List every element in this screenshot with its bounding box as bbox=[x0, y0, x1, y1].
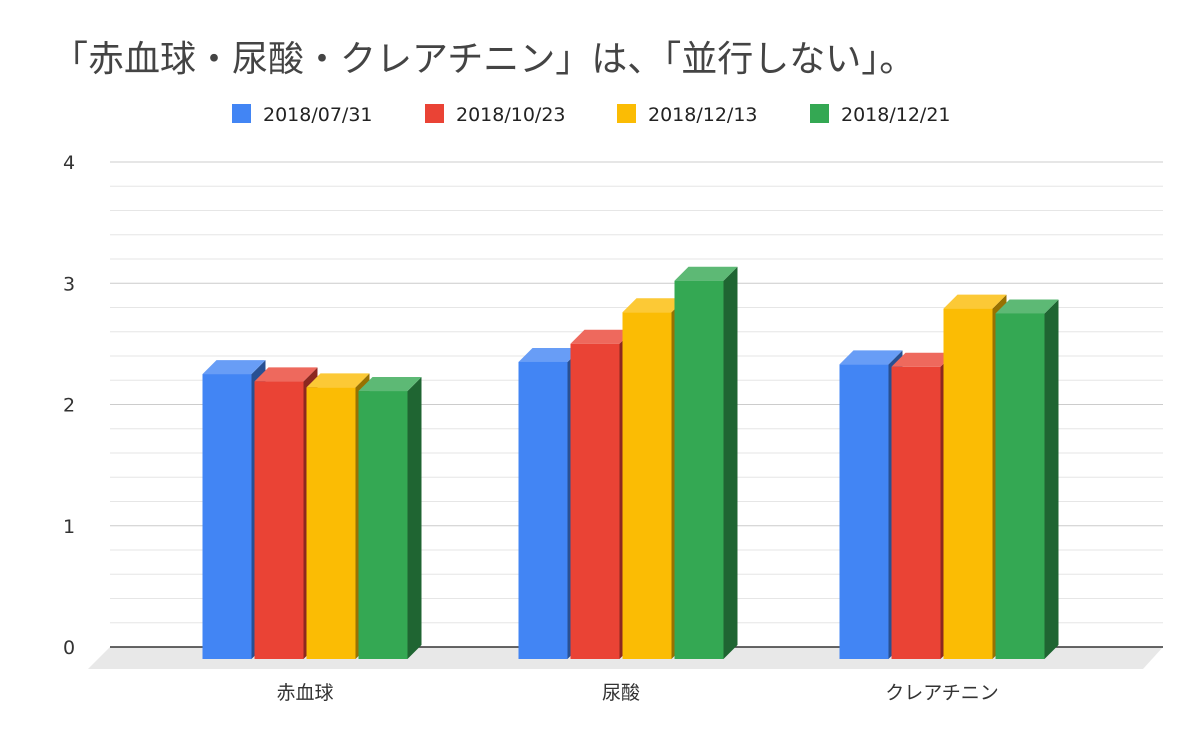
y-axis-ticks: 0 1 2 3 4 bbox=[63, 152, 75, 659]
y-tick-label: 0 bbox=[63, 637, 75, 659]
bar-front bbox=[995, 313, 1045, 659]
bar-front bbox=[570, 343, 620, 659]
bar-front bbox=[202, 374, 252, 659]
bar-top bbox=[202, 360, 266, 375]
legend-label: 2018/12/21 bbox=[841, 104, 951, 126]
bar-side bbox=[407, 377, 422, 659]
bar-top bbox=[674, 266, 738, 281]
bar-front bbox=[891, 366, 941, 659]
x-tick-label: 尿酸 bbox=[602, 682, 640, 704]
bar-top bbox=[891, 352, 955, 367]
bar bbox=[995, 299, 1059, 659]
bar-top bbox=[839, 350, 903, 365]
bar-front bbox=[518, 361, 568, 659]
legend-label: 2018/12/13 bbox=[648, 104, 758, 126]
y-tick-label: 2 bbox=[63, 395, 75, 417]
bar bbox=[674, 266, 738, 659]
bar-front bbox=[943, 308, 993, 659]
bar-front bbox=[839, 364, 889, 659]
x-tick-label: 赤血球 bbox=[276, 682, 333, 704]
legend-label: 2018/07/31 bbox=[263, 104, 373, 126]
y-tick-label: 4 bbox=[63, 152, 75, 174]
legend-swatch bbox=[810, 104, 829, 123]
legend-label: 2018/10/23 bbox=[456, 104, 566, 126]
bar-top bbox=[622, 298, 686, 313]
bars bbox=[202, 266, 1059, 659]
legend-swatch bbox=[425, 104, 444, 123]
bar-front bbox=[254, 381, 304, 659]
bar-front bbox=[306, 387, 356, 659]
bar bbox=[358, 377, 422, 659]
x-axis-ticks: 赤血球 尿酸 クレアチニン bbox=[276, 682, 998, 704]
bar-top bbox=[943, 294, 1007, 309]
legend-swatch bbox=[232, 104, 251, 123]
chart-title: 「赤血球・尿酸・クレアチニン」は、「並行しない」。 bbox=[52, 39, 916, 80]
bar-side bbox=[1044, 299, 1059, 659]
bar-top bbox=[254, 367, 318, 382]
x-tick-label: クレアチニン bbox=[885, 682, 999, 704]
bar-top bbox=[306, 373, 370, 388]
bar-front bbox=[674, 280, 724, 659]
bar-front bbox=[622, 312, 672, 659]
bar-top bbox=[358, 377, 422, 392]
bar-front bbox=[358, 391, 408, 659]
y-tick-label: 1 bbox=[63, 516, 75, 538]
legend: 2018/07/31 2018/10/23 2018/12/13 2018/12/21 bbox=[232, 104, 951, 126]
y-tick-label: 3 bbox=[63, 273, 75, 295]
bar-top bbox=[518, 347, 582, 362]
bar-top bbox=[995, 299, 1059, 314]
legend-swatch bbox=[617, 104, 636, 123]
bar-side bbox=[723, 266, 738, 659]
bar-top bbox=[570, 329, 634, 344]
